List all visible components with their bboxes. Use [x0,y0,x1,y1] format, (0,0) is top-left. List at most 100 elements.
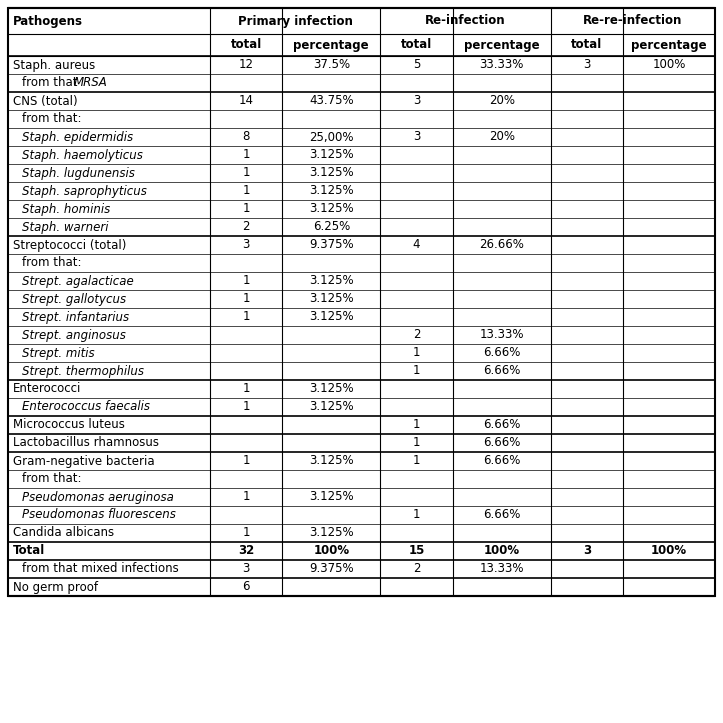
Text: CNS (total): CNS (total) [13,95,77,108]
Text: Enterococci: Enterococci [13,382,82,395]
Text: 32: 32 [238,544,254,557]
Text: 6: 6 [242,581,250,594]
Text: 1: 1 [242,148,250,161]
Text: 20%: 20% [489,95,515,108]
Text: Pathogens: Pathogens [13,14,83,27]
Text: 1: 1 [242,455,250,468]
Text: 5: 5 [413,59,420,72]
Text: 6.66%: 6.66% [483,508,521,521]
Text: 3: 3 [413,95,420,108]
Text: from that:: from that: [22,257,82,270]
Text: total: total [401,38,432,51]
Text: from that:: from that: [22,113,82,126]
Text: Streptococci (total): Streptococci (total) [13,239,127,252]
Text: 6.66%: 6.66% [483,364,521,377]
Text: 3.125%: 3.125% [309,382,354,395]
Text: 3.125%: 3.125% [309,310,354,323]
Text: 3.125%: 3.125% [309,148,354,161]
Text: Re-infection: Re-infection [425,14,506,27]
Text: 3.125%: 3.125% [309,166,354,179]
Text: 100%: 100% [651,544,687,557]
Text: Staph. saprophyticus: Staph. saprophyticus [22,184,147,197]
Text: 9.375%: 9.375% [309,239,354,252]
Text: 2: 2 [242,221,250,234]
Text: 1: 1 [242,490,250,503]
Text: MRSA: MRSA [74,77,108,90]
Text: 3.125%: 3.125% [309,293,354,306]
Text: Staph. haemolyticus: Staph. haemolyticus [22,148,143,161]
Text: Staph. warneri: Staph. warneri [22,221,108,234]
Text: 3: 3 [242,239,249,252]
Text: No germ proof: No germ proof [13,581,98,594]
Text: Staph. lugdunensis: Staph. lugdunensis [22,166,135,179]
Text: 3.125%: 3.125% [309,455,354,468]
Text: 1: 1 [413,364,420,377]
Text: Primary infection: Primary infection [238,14,353,27]
Text: Strept. anginosus: Strept. anginosus [22,328,126,341]
Text: 1: 1 [242,293,250,306]
Text: percentage: percentage [631,38,707,51]
Text: from that: from that [22,77,81,90]
Text: 20%: 20% [489,130,515,143]
Text: 8: 8 [242,130,249,143]
Text: Pseudomonas aeruginosa: Pseudomonas aeruginosa [22,490,174,503]
Text: 6.66%: 6.66% [483,455,521,468]
Text: 12: 12 [239,59,254,72]
Text: Staph. epidermidis: Staph. epidermidis [22,130,133,143]
Text: 13.33%: 13.33% [479,328,524,341]
Text: 2: 2 [413,328,420,341]
Text: from that mixed infections: from that mixed infections [22,562,179,576]
Text: 3: 3 [583,59,591,72]
Text: 6.66%: 6.66% [483,437,521,450]
Text: Strept. thermophilus: Strept. thermophilus [22,364,144,377]
Text: 2: 2 [413,562,420,576]
Text: Staph. aureus: Staph. aureus [13,59,95,72]
Text: 1: 1 [413,346,420,359]
Text: 14: 14 [239,95,254,108]
Text: 6.66%: 6.66% [483,419,521,432]
Text: percentage: percentage [464,38,539,51]
Text: 1: 1 [413,508,420,521]
Text: 100%: 100% [313,544,349,557]
Bar [8,8,715,596]
Text: 100%: 100% [484,544,520,557]
Text: Total: Total [13,544,46,557]
Text: 1: 1 [242,310,250,323]
Text: Candida albicans: Candida albicans [13,526,114,539]
Text: 25,00%: 25,00% [309,130,354,143]
Text: 3.125%: 3.125% [309,202,354,215]
Text: Enterococcus faecalis: Enterococcus faecalis [22,401,150,414]
Text: 3: 3 [583,544,591,557]
Text: Strept. gallotycus: Strept. gallotycus [22,293,126,306]
Text: 33.33%: 33.33% [479,59,524,72]
Text: total: total [571,38,602,51]
Text: Gram-negative bacteria: Gram-negative bacteria [13,455,155,468]
Text: 3.125%: 3.125% [309,490,354,503]
Text: 1: 1 [413,419,420,432]
Text: Re-re-infection: Re-re-infection [583,14,683,27]
Text: 1: 1 [242,401,250,414]
Text: 1: 1 [242,382,250,395]
Text: 3.125%: 3.125% [309,184,354,197]
Text: Strept. infantarius: Strept. infantarius [22,310,129,323]
Text: 4: 4 [413,239,420,252]
Text: 43.75%: 43.75% [309,95,354,108]
Text: total: total [231,38,262,51]
Text: 3: 3 [242,562,249,576]
Text: Micrococcus luteus: Micrococcus luteus [13,419,125,432]
Text: from that:: from that: [22,473,82,486]
Text: 1: 1 [413,455,420,468]
Text: 1: 1 [242,166,250,179]
Text: 3.125%: 3.125% [309,526,354,539]
Text: 100%: 100% [652,59,685,72]
Text: 6.66%: 6.66% [483,346,521,359]
Text: Strept. agalacticae: Strept. agalacticae [22,275,134,288]
Text: 1: 1 [242,184,250,197]
Text: 3.125%: 3.125% [309,401,354,414]
Text: 9.375%: 9.375% [309,562,354,576]
Text: 15: 15 [408,544,424,557]
Text: Lactobacillus rhamnosus: Lactobacillus rhamnosus [13,437,159,450]
Text: 1: 1 [413,437,420,450]
Text: 6.25%: 6.25% [312,221,350,234]
Text: Strept. mitis: Strept. mitis [22,346,95,359]
